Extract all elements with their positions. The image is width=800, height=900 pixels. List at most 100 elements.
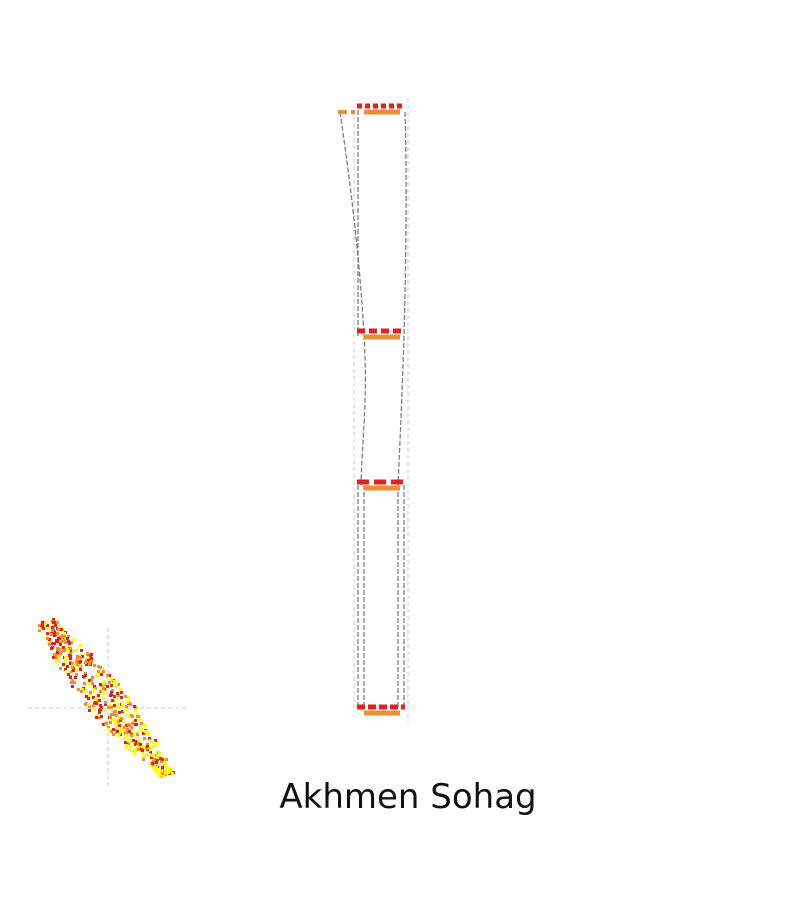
overview-pixel	[171, 772, 174, 775]
overview-pixel	[102, 687, 105, 690]
overview-pixel	[96, 714, 99, 717]
overview-pixel	[64, 660, 67, 663]
overview-pixel	[99, 666, 102, 669]
overview-pixel	[132, 750, 135, 753]
overview-pixel	[68, 649, 71, 652]
overview-pixel	[113, 704, 116, 707]
overview-pixel	[48, 641, 51, 644]
overview-pixel	[157, 769, 160, 772]
overview-pixel	[162, 775, 165, 778]
overview-pixel	[79, 656, 82, 659]
overview-pixel	[163, 769, 166, 772]
overview-pixel	[127, 742, 130, 745]
overview-pixel	[133, 753, 136, 756]
overview-pixel	[119, 728, 122, 731]
overview-pixel	[56, 640, 59, 643]
overview-pixel	[112, 733, 115, 736]
stack-diagram	[338, 98, 409, 722]
overview-pixel	[71, 679, 74, 682]
overview-pixel	[136, 731, 139, 734]
overview-pixel	[107, 706, 110, 709]
overview-pixel	[70, 641, 73, 644]
overview-pixel	[152, 766, 155, 769]
overview-pixel	[129, 749, 132, 752]
overview-pixel	[102, 670, 105, 673]
overview-pixel	[85, 659, 88, 662]
overview-pixel	[102, 692, 105, 695]
overview-pixel	[68, 642, 71, 645]
overview-pixel	[115, 725, 118, 728]
overview-pixel	[115, 682, 118, 685]
overview-pixel	[134, 719, 137, 722]
overview-pixel	[116, 730, 119, 733]
overview-pixel	[118, 732, 121, 735]
overview-pixel	[96, 675, 99, 678]
overview-pixel	[117, 703, 120, 706]
overview-pixel	[149, 761, 152, 764]
overview-pixel	[69, 662, 72, 665]
overview-pixel	[130, 734, 133, 737]
overview-pixel	[94, 698, 97, 701]
overview-pixel	[99, 683, 102, 686]
overview-pixel	[136, 748, 139, 751]
overview-pixel	[114, 697, 117, 700]
overview-pixel	[96, 697, 99, 700]
overview-pixel	[56, 621, 59, 624]
overview-pixel	[88, 694, 91, 697]
overview-pixel	[132, 739, 135, 742]
overview-pixel	[117, 706, 120, 709]
overview-pixel	[84, 703, 87, 706]
overview-pixel	[44, 622, 47, 625]
overview-pixel	[161, 758, 164, 761]
overview-pixel	[165, 769, 168, 772]
overview-pixel	[67, 640, 70, 643]
overview-pixel	[152, 745, 155, 748]
overview-pixel	[98, 711, 101, 714]
overview-pixel	[62, 663, 65, 666]
overview-pixel	[109, 721, 112, 724]
overview-pixel	[158, 775, 161, 778]
overview-pixel	[97, 670, 100, 673]
overview-pixel	[52, 618, 55, 621]
overview-pixel	[154, 739, 157, 742]
overview-pixel	[59, 667, 62, 670]
overview-pixel	[60, 635, 63, 638]
overview-pixel	[150, 756, 153, 759]
overview-pixel	[82, 675, 85, 678]
overview-pixel	[115, 685, 118, 688]
overview-pixel	[62, 646, 65, 649]
overview-pixel	[71, 685, 74, 688]
overview-pixel	[87, 703, 90, 706]
overview-pixel	[63, 649, 66, 652]
overview-pixel	[42, 621, 45, 624]
overview-pixel	[155, 770, 158, 773]
overview-pixel	[70, 681, 73, 684]
overview-pixel	[125, 746, 128, 749]
overview-pixel	[133, 705, 136, 708]
overview-pixel	[72, 649, 75, 652]
overview-pixel	[117, 694, 120, 697]
overview-pixel	[156, 742, 159, 745]
overview-pixel	[113, 700, 116, 703]
overview-pixel	[129, 703, 132, 706]
overview-pixel	[128, 724, 131, 727]
overview-pixel	[116, 692, 119, 695]
overview-pixel	[60, 650, 63, 653]
level-bars	[338, 103, 405, 716]
overview-pixel	[100, 706, 103, 709]
overview-pixel	[46, 627, 49, 630]
overview-pixel	[46, 637, 49, 640]
connector-line	[339, 111, 367, 486]
overview-pixel	[73, 681, 76, 684]
overview-pixel	[75, 649, 78, 652]
overview-pixel	[84, 690, 87, 693]
overview-pixel	[63, 632, 66, 635]
overview-pixel	[116, 732, 119, 735]
overview-pixel	[85, 663, 88, 666]
overview-pixel	[122, 728, 125, 731]
overview-pixel	[134, 748, 137, 751]
overview-pixel	[136, 715, 139, 718]
overview-pixel	[56, 632, 59, 635]
overview-pixel	[52, 656, 55, 659]
overview-pixel	[66, 648, 69, 651]
